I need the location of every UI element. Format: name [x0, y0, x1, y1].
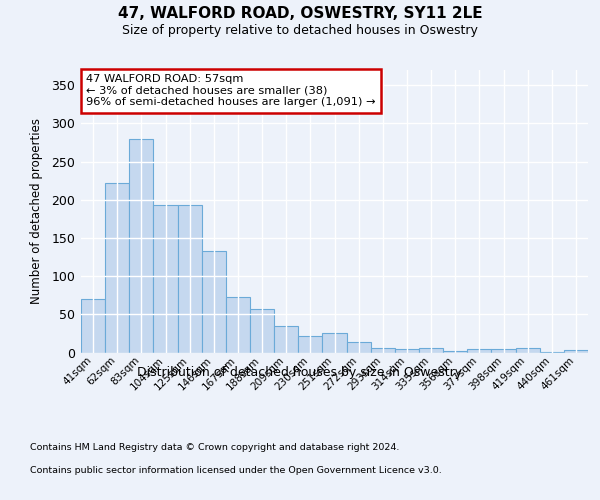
Bar — [564, 350, 588, 352]
Bar — [129, 138, 154, 352]
Bar — [250, 309, 274, 352]
Y-axis label: Number of detached properties: Number of detached properties — [30, 118, 43, 304]
Bar — [443, 351, 467, 352]
Bar — [81, 299, 105, 352]
Text: Contains public sector information licensed under the Open Government Licence v3: Contains public sector information licen… — [30, 466, 442, 475]
Text: Size of property relative to detached houses in Oswestry: Size of property relative to detached ho… — [122, 24, 478, 37]
Bar — [419, 348, 443, 352]
Bar — [395, 348, 419, 352]
Bar — [105, 183, 129, 352]
Bar — [178, 205, 202, 352]
Text: 47 WALFORD ROAD: 57sqm
← 3% of detached houses are smaller (38)
96% of semi-deta: 47 WALFORD ROAD: 57sqm ← 3% of detached … — [86, 74, 376, 108]
Bar — [274, 326, 298, 352]
Text: Distribution of detached houses by size in Oswestry: Distribution of detached houses by size … — [137, 366, 463, 379]
Bar — [491, 348, 515, 352]
Text: Contains HM Land Registry data © Crown copyright and database right 2024.: Contains HM Land Registry data © Crown c… — [30, 442, 400, 452]
Bar — [515, 348, 540, 352]
Bar — [322, 334, 347, 352]
Bar — [154, 205, 178, 352]
Bar — [467, 348, 491, 352]
Bar — [202, 251, 226, 352]
Bar — [347, 342, 371, 352]
Bar — [298, 336, 322, 352]
Bar — [226, 297, 250, 352]
Bar — [371, 348, 395, 352]
Text: 47, WALFORD ROAD, OSWESTRY, SY11 2LE: 47, WALFORD ROAD, OSWESTRY, SY11 2LE — [118, 6, 482, 22]
